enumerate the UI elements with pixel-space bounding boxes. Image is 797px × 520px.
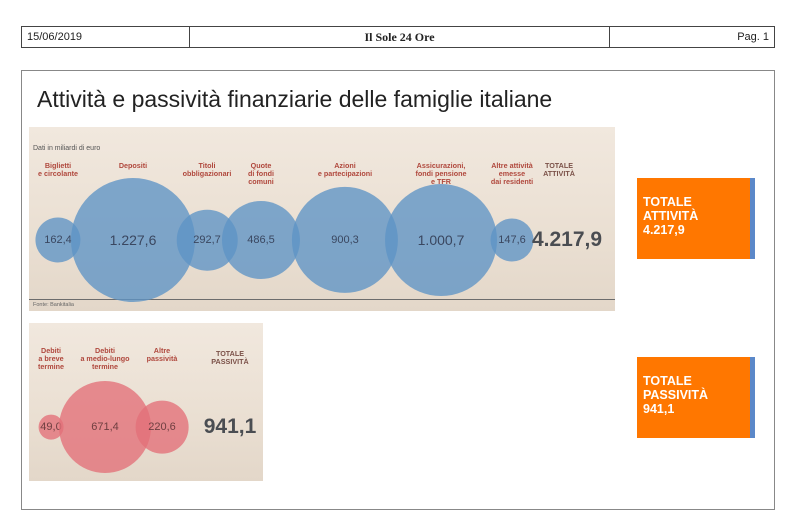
asset-bubble [490,218,534,262]
asset-category-label: Titoli obbligazionari [182,161,232,178]
asset-category-label: Altre attività emesse dai residenti [490,161,534,186]
assets-callout-value: 4.217,9 [643,223,685,237]
asset-value-label: 1.000,7 [417,232,465,248]
asset-category-label: Assicurazioni, fondi pensione e TFR [415,161,467,186]
liability-category-label: Altre passività [146,346,178,363]
asset-bubble [385,184,497,296]
asset-category-label: Biglietti e circolante [38,161,78,178]
asset-value-label: 292,7 [193,234,221,246]
liability-category-label: Debiti a medio-lungo termine [80,346,130,371]
liabilities-total-value: 941,1 [203,415,257,438]
liability-value-label: 671,4 [91,421,119,433]
asset-value-label: 900,3 [331,234,359,246]
asset-bubble [291,186,399,294]
liabilities-chart-clipping: Debiti a breve termine 49,0 Debiti a medio… [29,323,263,481]
asset-bubble [221,200,301,280]
article-title: Attività e passività finanziarie delle f… [37,86,553,112]
asset-value-label: 486,5 [247,234,275,246]
asset-category-label: Azioni e partecipazioni [317,161,373,178]
header-date: 15/06/2019 [22,27,190,47]
assets-callout-line2: ATTIVITÀ [643,209,699,223]
page-header: 15/06/2019 Il Sole 24 Ore Pag. 1 [21,26,775,48]
assets-source: Fonte: Bankitalia [33,302,74,308]
assets-total-value: 4.217,9 [531,228,603,251]
liabilities-total-label: TOTALE PASSIVITÀ [211,349,249,366]
liabilities-callout-value: 941,1 [643,402,675,416]
assets-chart-clipping: Dati in miliardi di euro Fonte: Bankital… [29,127,615,311]
liability-value-label: 49,0 [40,421,62,433]
liability-bubble [135,400,189,454]
article-frame [21,70,775,510]
asset-category-label: Depositi [118,161,148,170]
asset-value-label: 162,4 [44,234,72,246]
assets-callout-line1: TOTALE [643,195,692,209]
assets-total-label: TOTALE ATTIVITÀ [543,161,575,178]
assets-total-callout: TOTALE ATTIVITÀ 4.217,9 [637,178,755,259]
asset-value-label: 147,6 [498,234,526,246]
liability-category-label: Debiti a breve termine [38,346,64,371]
liabilities-callout-line2: PASSIVITÀ [643,388,709,402]
liabilities-callout-line1: TOTALE [643,374,692,388]
header-newspaper: Il Sole 24 Ore [190,27,610,47]
liability-value-label: 220,6 [148,421,176,433]
liabilities-total-callout: TOTALE PASSIVITÀ 941,1 [637,357,755,438]
asset-category-label: Quote di fondi comuni [248,161,274,186]
asset-value-label: 1.227,6 [109,232,157,248]
header-page-number: Pag. 1 [737,31,769,43]
assets-units-note: Dati in miliardi di euro [33,145,101,152]
assets-baseline [29,299,615,300]
asset-bubble [71,178,195,302]
